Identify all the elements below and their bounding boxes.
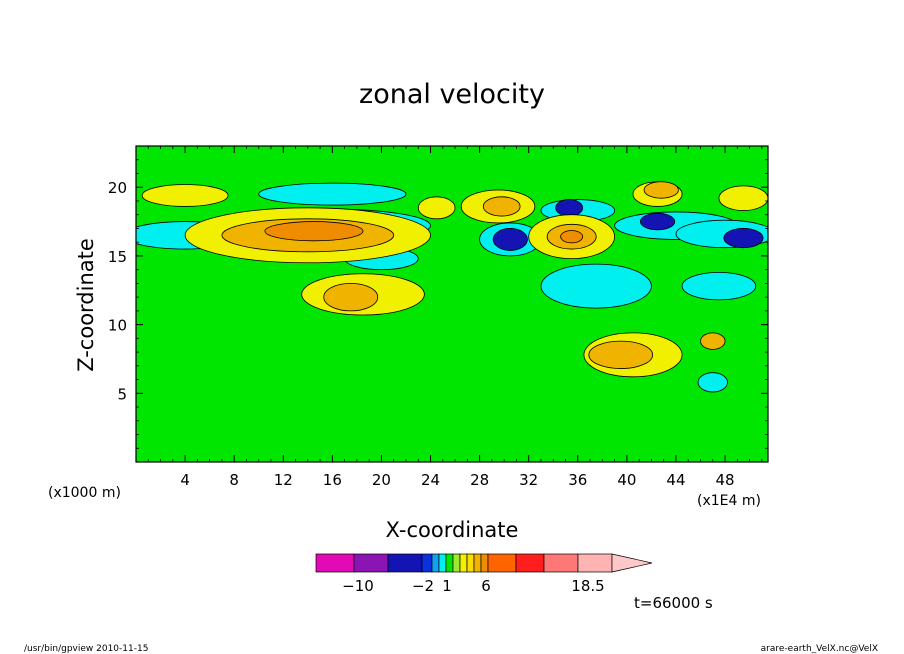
colorbar-arrow [611, 553, 653, 573]
contour-blue-1 [555, 199, 584, 217]
contour-darkorange-1 [560, 230, 584, 244]
contour-cyan-8 [540, 263, 652, 309]
colorbar-swatch-9 [466, 553, 475, 573]
x-tick-label-24: 24 [421, 471, 440, 489]
y-axis: 5 10 15 20 [108, 159, 768, 449]
x-tick-label-48: 48 [716, 471, 735, 489]
x-tick-label-40: 40 [617, 471, 636, 489]
y-tick-label-15: 15 [108, 248, 127, 266]
x-axis-label: X-coordinate [386, 518, 519, 542]
contour-orange-1 [482, 196, 521, 217]
colorbar-label-6: 6 [481, 577, 491, 595]
x-tick-label-44: 44 [666, 471, 685, 489]
time-label: t=66000 s [634, 594, 713, 612]
colorbar-swatch-6 [445, 553, 454, 573]
y-tick-label-10: 10 [108, 317, 127, 335]
contour-blue-0 [492, 228, 528, 251]
contour-fields [136, 181, 768, 393]
x-tick-label-4: 4 [180, 471, 190, 489]
x-unit-left: (x1000 m) [48, 485, 121, 501]
x-axis: 4 8 12 16 20 24 28 32 36 40 44 48 [147, 146, 763, 489]
contour-cyan-10 [697, 372, 728, 393]
contour-orange-4 [588, 340, 654, 369]
colorbar-swatch-7 [452, 553, 461, 573]
x-tick-label-16: 16 [323, 471, 342, 489]
contour-cyan-9 [681, 271, 757, 301]
y-tick-label-5: 5 [117, 385, 127, 403]
colorbar-swatch-1 [353, 553, 389, 573]
colorbar-swatch-13 [515, 553, 545, 573]
contour-cyan-0 [258, 182, 407, 206]
contour-orange-6 [700, 332, 726, 350]
footer-right: arare-earth_VelX.nc@VelX [761, 644, 878, 654]
x-unit-right: (x1E4 m) [697, 493, 761, 509]
contour-orange-3 [323, 282, 379, 312]
contour-yellow-8 [417, 196, 456, 220]
contour-blue-3 [723, 228, 764, 249]
x-tick-label-32: 32 [519, 471, 538, 489]
colorbar-swatch-3 [421, 553, 433, 573]
colorbar [315, 553, 653, 573]
contour-yellow-7 [718, 185, 768, 211]
colorbar-swatch-10 [473, 553, 482, 573]
colorbar-swatch-0 [315, 553, 355, 573]
colorbar-swatch-15 [577, 553, 613, 573]
x-tick-label-36: 36 [568, 471, 587, 489]
colorbar-swatch-8 [459, 553, 468, 573]
colorbar-label-m10: −10 [342, 577, 374, 595]
colorbar-label-18_5: 18.5 [571, 577, 604, 595]
chart-title: zonal velocity [359, 79, 545, 110]
contour-yellow-1 [141, 184, 229, 207]
x-tick-label-8: 8 [229, 471, 239, 489]
colorbar-label-1: 1 [442, 577, 452, 595]
x-tick-label-28: 28 [470, 471, 489, 489]
x-tick-label-20: 20 [372, 471, 391, 489]
contour-darkorange-0 [264, 221, 364, 242]
x-tick-label-12: 12 [274, 471, 293, 489]
colorbar-swatch-14 [543, 553, 579, 573]
colorbar-swatch-2 [387, 553, 423, 573]
colorbar-swatch-5 [438, 553, 447, 573]
colorbar-labels: −10 −2 1 6 18.5 [342, 577, 605, 595]
colorbar-swatch-4 [431, 553, 440, 573]
contour-blue-2 [639, 212, 676, 231]
y-axis-label: Z-coordinate [74, 238, 98, 372]
colorbar-swatch-11 [480, 553, 489, 573]
colorbar-label-m2: −2 [412, 577, 434, 595]
footer-left: /usr/bin/gpview 2010-11-15 [24, 644, 148, 654]
y-tick-label-20: 20 [108, 179, 127, 197]
contour-orange-5 [643, 181, 679, 199]
plot-frame [135, 145, 769, 463]
colorbar-swatch-12 [487, 553, 517, 573]
